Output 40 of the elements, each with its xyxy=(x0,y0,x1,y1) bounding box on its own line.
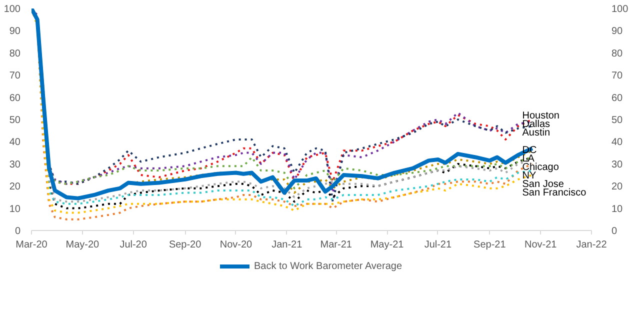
y-tick-label: 70 xyxy=(9,70,21,82)
y2-tick-label: 30 xyxy=(612,159,624,170)
y-tick-label: 60 xyxy=(9,92,21,104)
y-tick-label: 30 xyxy=(9,159,21,170)
y2-tick-label: 100 xyxy=(612,4,629,15)
annotation: Chicago xyxy=(522,162,560,173)
y-tick-label: 20 xyxy=(9,182,21,193)
y-tick-label: 0 xyxy=(14,226,21,237)
x-tick-label: Jan-21 xyxy=(272,240,303,250)
y-tick-label: 80 xyxy=(9,48,21,60)
y2-tick-label: 20 xyxy=(612,182,624,193)
x-tick-label: Sep-21 xyxy=(474,240,506,250)
x-tick-label: Jul-21 xyxy=(424,240,452,250)
annotation: NY xyxy=(522,170,536,182)
y-tick-label: 40 xyxy=(9,137,21,148)
x-tick-label: Jan-22 xyxy=(576,240,608,250)
y2-tick-label: 80 xyxy=(612,48,624,60)
y-tick-label: 100 xyxy=(4,4,21,15)
x-tick-label: Nov-21 xyxy=(524,240,558,250)
y2-tick-label: 10 xyxy=(612,204,624,215)
x-tick-label: May-21 xyxy=(370,240,404,250)
annotation: Austin xyxy=(522,128,550,139)
x-tick-label: Jul-20 xyxy=(120,240,148,250)
y-tick-label: 50 xyxy=(9,115,21,126)
legend-label: Back to Work Barometer Average xyxy=(254,260,402,272)
y2-tick-label: 0 xyxy=(612,226,618,237)
y-tick-label: 90 xyxy=(9,26,21,38)
x-tick-label: Mar-21 xyxy=(320,240,352,250)
y2-tick-label: 40 xyxy=(612,137,624,148)
y2-tick-label: 90 xyxy=(612,26,624,38)
x-tick-label: Mar-20 xyxy=(16,240,48,250)
annotation: San Francisco xyxy=(522,187,587,198)
x-tick-label: Nov-20 xyxy=(220,240,253,250)
y2-tick-label: 70 xyxy=(612,70,624,82)
y-tick-label: 10 xyxy=(9,204,21,215)
x-tick-label: Sep-20 xyxy=(168,240,202,250)
y2-tick-label: 60 xyxy=(612,92,624,104)
x-tick-label: May-20 xyxy=(66,240,100,250)
y2-tick-label: 50 xyxy=(612,115,624,126)
annotation: San Jose xyxy=(522,178,564,190)
